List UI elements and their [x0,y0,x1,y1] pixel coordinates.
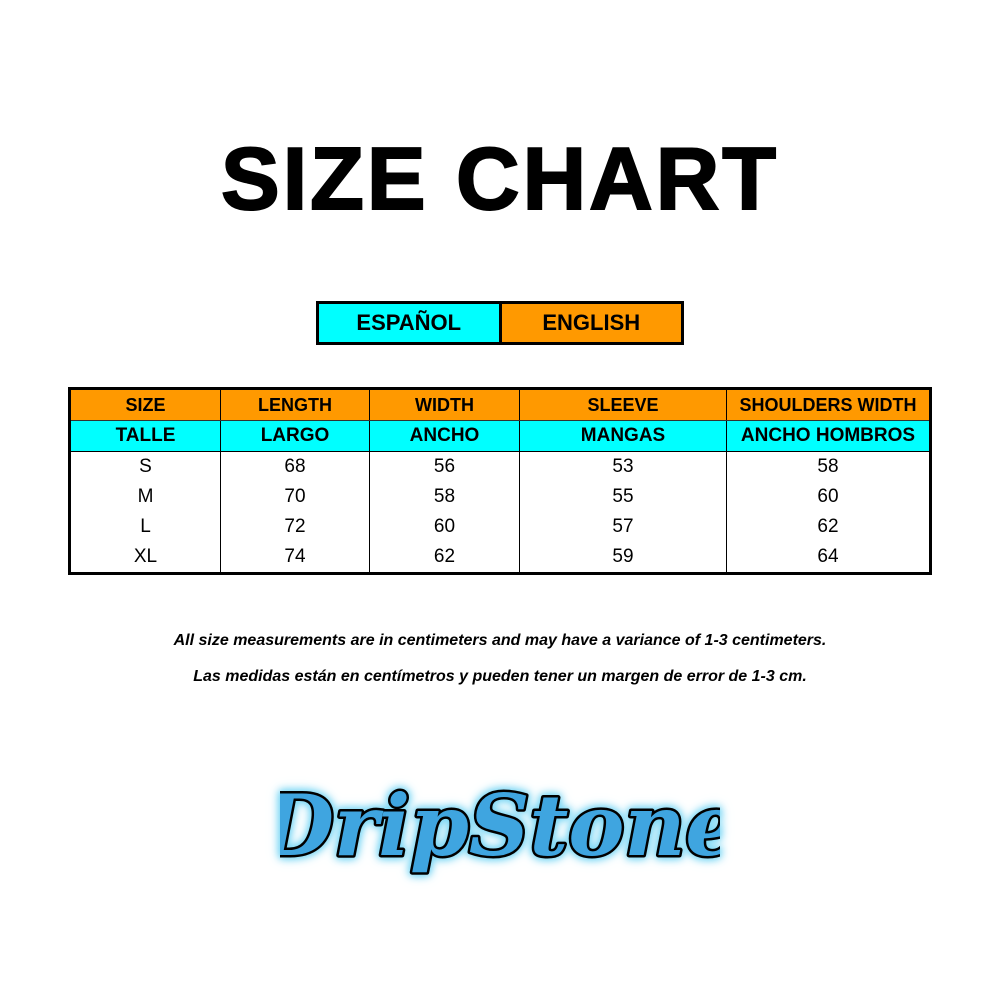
table-cell: 58 [369,482,520,512]
table-cell: SHOULDERS WIDTH [726,388,931,421]
table-cell: 74 [220,542,370,574]
table-cell: SLEEVE [519,388,727,421]
table-cell: 68 [220,451,370,482]
table-cell: TALLE [69,420,221,452]
table-cell: 64 [726,542,931,574]
table-cell: M [137,486,154,507]
table-cell: S [139,456,152,477]
table-row: L 72 60 57 62 [70,512,931,542]
table-cell: WIDTH [369,388,520,421]
page-title: SIZE CHART [220,128,779,229]
legend-spanish: ESPAÑOL [319,304,502,342]
table-cell: 56 [369,451,520,482]
table-cell: 62 [369,542,520,574]
table-cell: 58 [726,451,931,482]
table-cell: L [140,516,151,537]
note-spanish: Las medidas están en centímetros y puede… [193,668,807,685]
table-cell: LENGTH [220,388,370,421]
header-row-spanish: TALLE LARGO ANCHO MANGAS ANCHO HOMBROS [69,420,931,452]
legend-english: ENGLISH [501,304,681,342]
dripstone-logo: DripStone [280,774,720,878]
header-row-english: SIZE LENGTH WIDTH SLEEVE SHOULDERS WIDTH [69,388,931,421]
note-english: All size measurements are in centimeters… [173,632,827,649]
table-cell: 62 [726,512,931,542]
language-legend: ESPAÑOL ENGLISH [316,301,684,345]
table-cell: ANCHO HOMBROS [726,420,931,452]
table-cell: 59 [519,542,727,574]
table-cell: SIZE [69,388,221,421]
table-cell: ANCHO [369,420,520,452]
table-cell: 53 [519,451,727,482]
logo-text: DripStone [280,776,720,875]
table-cell: 57 [519,512,727,542]
table-row: S 68 56 53 58 [70,451,931,482]
table-row: M 70 58 55 60 [70,482,931,512]
table-cell: 70 [220,482,370,512]
table-cell: XL [133,546,158,567]
table-cell: 55 [519,482,727,512]
table-cell: 60 [369,512,520,542]
table-cell: 60 [726,482,931,512]
table-cell: MANGAS [519,420,727,452]
table-cell: LARGO [220,420,370,452]
table-row: XL 74 62 59 64 [70,542,931,574]
size-table: SIZE LENGTH WIDTH SLEEVE SHOULDERS WIDTH TALL… [68,387,932,575]
table-cell: 72 [220,512,370,542]
